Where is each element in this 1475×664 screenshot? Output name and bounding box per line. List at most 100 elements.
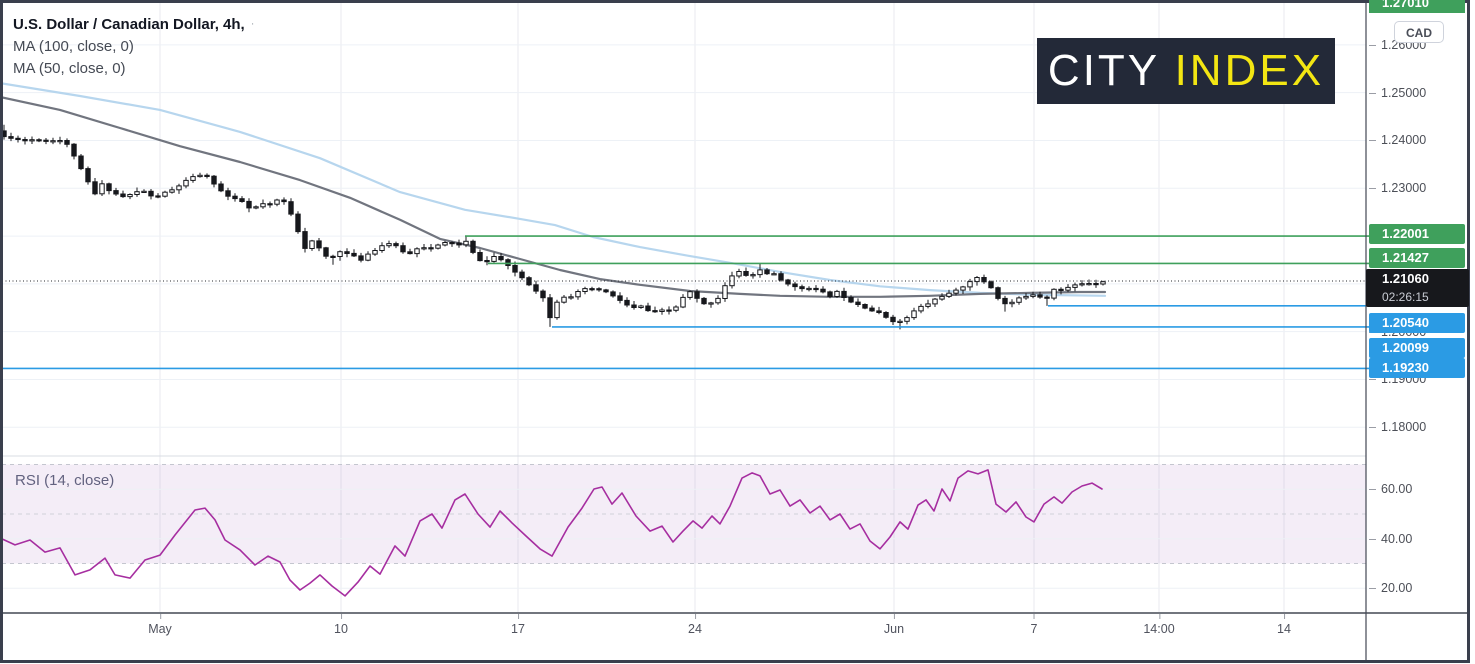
candle [946,289,952,298]
candle [974,276,980,286]
candle [127,193,133,200]
candle [78,154,84,171]
candle [778,271,784,282]
candle [50,137,56,145]
currency-toggle-button[interactable]: CAD [1394,21,1444,43]
candle [1016,296,1022,305]
candle [470,239,476,255]
candle [29,136,35,144]
symbol-title[interactable]: U.S. Dollar / Canadian Dollar, 4h, · [13,14,254,36]
legend-ma50[interactable]: MA (50, close, 0) [13,60,126,77]
rsi-tick-label: 60.00 [1368,482,1413,496]
candle [22,136,28,145]
price-level-label: 1.20099 [1369,338,1465,358]
candle [554,299,560,320]
candle [176,183,182,194]
logo-index: INDEX [1174,46,1325,95]
candle [925,299,931,309]
candle [484,256,490,266]
candle [330,254,336,265]
candle [36,138,42,143]
price-tick-label: 1.18000 [1368,420,1427,434]
ma100-line [0,81,1107,297]
time-tick-label: 24 [688,614,702,636]
logo-city: CITY [1047,46,1175,95]
candle [1086,279,1092,286]
price-tick-label: 1.23000 [1368,181,1427,195]
candle [736,268,742,279]
candle [64,138,70,148]
candle [281,197,287,205]
candle [813,285,819,293]
candle [617,292,623,304]
candle [309,239,315,251]
candle [680,294,686,309]
candle [92,178,98,196]
candle [820,286,826,294]
candle [624,297,630,308]
candle [246,198,252,213]
candle [568,293,574,300]
candle [666,306,672,315]
ma50-line [0,95,1107,298]
price-level-label: 1.22001 [1369,224,1465,244]
candle [967,278,973,291]
candle [456,239,462,248]
candle [1079,280,1085,287]
candle [904,315,910,325]
candle [498,253,504,262]
candle [267,201,273,208]
symbol-title-text: U.S. Dollar / Canadian Dollar, 4h, [13,16,245,33]
candle [988,280,994,289]
candle [211,175,217,188]
candle [344,248,350,258]
candle [386,240,392,248]
candle [253,205,259,210]
candle [442,240,448,247]
candle [533,280,539,294]
candle [302,227,308,253]
candle [659,307,665,315]
candle [351,249,357,257]
time-tick-label: 7 [1030,614,1038,636]
rsi-legend[interactable]: RSI (14, close) [15,472,115,489]
legend-ma100[interactable]: MA (100, close, 0) [13,38,134,55]
candle [631,301,637,310]
candle [834,289,840,298]
price-level-label: 1.19230 [1369,358,1465,378]
candle [610,290,616,298]
candle [260,199,266,209]
candle [120,190,126,198]
candle [1065,284,1071,293]
candle [435,243,441,250]
candle [295,211,301,234]
candle [953,287,959,296]
candle [358,252,364,263]
candle [148,189,154,200]
legend-more-icon: · [250,18,255,30]
candle [1009,299,1015,308]
candle [323,246,329,259]
candle [1030,291,1036,299]
candle [1093,279,1099,288]
candle [575,289,581,300]
candle [155,193,161,199]
candle [897,319,903,330]
candle [561,295,567,304]
candle [106,182,112,195]
candle [15,135,21,143]
candle [428,244,434,252]
candle [400,242,406,254]
candle [932,298,938,307]
candle [1051,288,1057,301]
candle [372,248,378,256]
clipped-price-alert-label: 1.27010 [1369,0,1465,13]
current-price-value: 1.21060 [1382,271,1429,286]
candle [162,190,168,198]
candle [589,286,595,292]
time-tick-label: May [148,614,172,636]
candle [421,244,427,251]
candle [134,187,140,197]
